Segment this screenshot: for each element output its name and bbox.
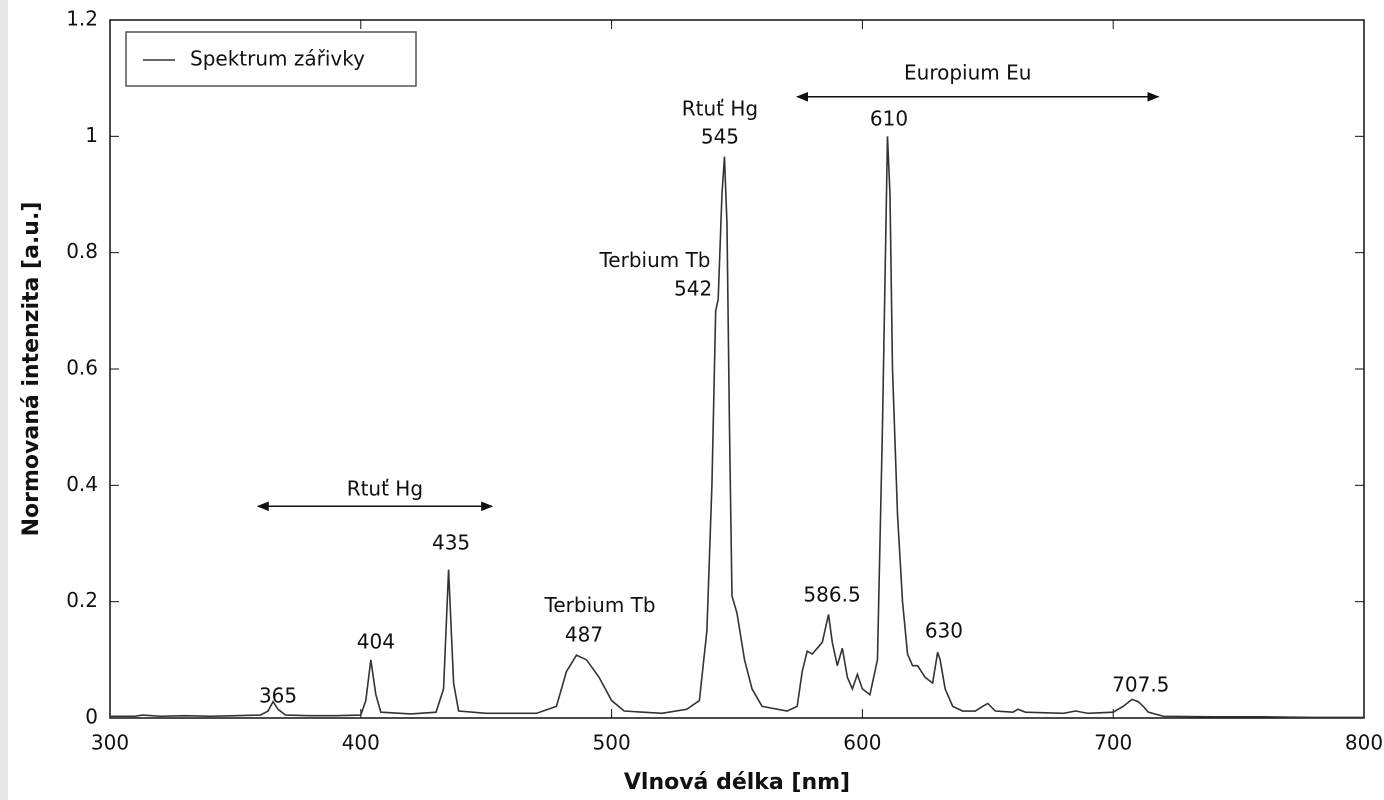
- annotation: 610: [870, 107, 908, 131]
- x-tick-label: 400: [342, 731, 380, 755]
- annotation: Rtuť Hg: [347, 476, 423, 500]
- y-axis-title: Normovaná intenzita [a.u.]: [19, 202, 44, 537]
- x-tick-label: 600: [843, 731, 881, 755]
- x-tick-label: 500: [593, 731, 631, 755]
- annotation: Terbium Tb: [598, 248, 710, 272]
- spectrum-line: [110, 136, 1364, 719]
- annotation: 630: [925, 618, 963, 642]
- annotation: 435: [432, 531, 470, 555]
- annotation: Terbium Tb: [544, 593, 656, 617]
- annotation: 542: [674, 276, 712, 300]
- y-tick-label: 1: [85, 123, 98, 147]
- annotation: Europium Eu: [904, 61, 1031, 85]
- x-axis-title: Vlnová délka [nm]: [624, 770, 850, 795]
- y-tick-label: 1.2: [66, 7, 98, 31]
- annotation: 545: [701, 125, 739, 149]
- annotation: 586.5: [803, 582, 860, 606]
- x-tick-label: 700: [1094, 731, 1132, 755]
- y-tick-label: 0.6: [66, 356, 98, 380]
- x-tick-label: 300: [91, 731, 129, 755]
- y-tick-label: 0: [85, 705, 98, 729]
- annotation: 365: [259, 684, 297, 708]
- annotation: 707.5: [1112, 673, 1169, 697]
- legend-label: Spektrum zářivky: [190, 47, 365, 71]
- y-tick-label: 0.2: [66, 588, 98, 612]
- y-tick-label: 0.8: [66, 239, 98, 263]
- side-strip: [0, 0, 8, 800]
- y-tick-label: 0.4: [66, 472, 98, 496]
- annotation: 404: [357, 629, 395, 653]
- annotation: Rtuť Hg: [682, 97, 758, 121]
- legend-box: [125, 31, 417, 87]
- annotation: 487: [565, 622, 603, 646]
- x-tick-label: 800: [1345, 731, 1383, 755]
